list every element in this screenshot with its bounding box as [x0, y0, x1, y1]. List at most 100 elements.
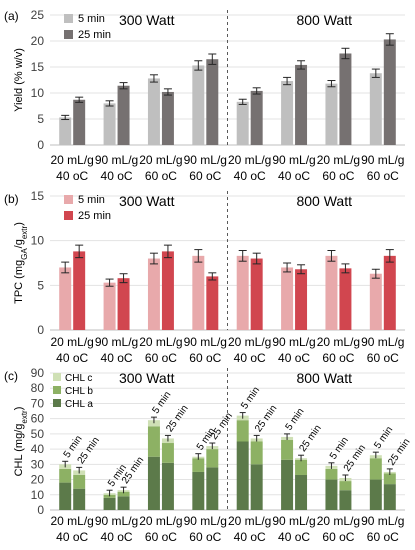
bar	[250, 258, 263, 330]
y-tick-label: 0	[37, 138, 44, 152]
x-tick-label: 60 oC	[367, 530, 399, 544]
bar	[117, 278, 130, 330]
y-axis-label-part: Yield (% w/v)	[13, 48, 25, 112]
bar	[369, 73, 382, 145]
x-tick-label: 40 oC	[56, 530, 88, 544]
stacked-segment	[250, 464, 263, 510]
x-tick-label: 40 oC	[101, 169, 133, 183]
x-tick-label: 20 mL/g	[228, 153, 271, 167]
stacked-segment	[369, 479, 382, 510]
y-axis-label-part: GA	[20, 248, 29, 260]
stacked-segment	[295, 459, 308, 475]
y-axis-label-part: extr	[20, 225, 29, 239]
legend-label: 25 min	[78, 210, 111, 222]
y-tick-label: 0	[37, 323, 44, 337]
y-axis-label-part: TPC (mg	[13, 260, 25, 304]
bar	[161, 251, 174, 330]
y-tick-label: 0	[37, 503, 44, 517]
legend-label: 5 min	[78, 13, 105, 25]
y-tick-label: 15	[31, 189, 45, 203]
y-tick-label: 25	[31, 8, 45, 22]
y-tick-label: 10	[31, 488, 45, 502]
stacked-segment	[161, 443, 174, 463]
stacked-segment	[103, 497, 116, 510]
y-axis-label: Yield (% w/v)	[13, 48, 25, 112]
legend-swatch	[53, 373, 61, 381]
bar	[325, 255, 338, 330]
y-axis-label: CHL (mg/gextr)	[13, 407, 29, 477]
legend-swatch	[64, 14, 73, 23]
bar	[295, 64, 308, 145]
x-tick-label: 20 mL/g	[228, 514, 271, 528]
y-axis-label-part: /g	[13, 239, 25, 248]
y-tick-label: 15	[31, 60, 45, 74]
x-tick-label: 90 mL/g	[184, 335, 227, 349]
stacked-segment	[325, 479, 338, 510]
x-tick-label: 60 oC	[367, 169, 399, 183]
bar-time-label: 25 min	[209, 411, 235, 442]
y-tick-label: 5	[37, 278, 44, 292]
stacked-segment	[383, 473, 396, 485]
x-tick-label: 40 oC	[56, 169, 88, 183]
legend-label: CHL a	[65, 399, 93, 410]
bar	[250, 90, 263, 145]
legend-swatch	[64, 30, 73, 39]
stacked-segment	[339, 490, 352, 510]
stacked-segment	[117, 491, 130, 497]
y-axis-label-part: )	[13, 222, 25, 226]
x-tick-label: 40 oC	[56, 351, 88, 365]
x-tick-label: 90 mL/g	[184, 514, 227, 528]
x-tick-label: 40 oC	[101, 530, 133, 544]
x-tick-label: 60 oC	[145, 351, 177, 365]
y-tick-label: 20	[31, 473, 45, 487]
bar	[192, 65, 205, 145]
bar	[103, 282, 116, 330]
y-tick-label: 20	[31, 34, 45, 48]
legend-label: CHL b	[65, 386, 93, 397]
y-tick-label: 5	[37, 112, 44, 126]
x-tick-label: 60 oC	[189, 169, 221, 183]
stacked-segment	[236, 441, 249, 510]
stacked-segment	[369, 458, 382, 480]
x-tick-label: 20 mL/g	[139, 335, 182, 349]
bar	[73, 99, 86, 145]
stacked-segment	[73, 488, 86, 510]
bar-time-label: 5 min	[372, 425, 395, 451]
group-label: 300 Watt	[119, 370, 175, 386]
y-tick-label: 70	[31, 396, 45, 410]
stacked-segment	[147, 456, 160, 510]
bar	[147, 258, 160, 330]
x-tick-label: 90 mL/g	[95, 514, 138, 528]
x-tick-label: 20 mL/g	[139, 514, 182, 528]
bar-time-label: 5 min	[239, 385, 262, 411]
x-tick-label: 90 mL/g	[272, 335, 315, 349]
bar	[59, 267, 72, 330]
x-tick-label: 60 oC	[367, 351, 399, 365]
stacked-segment	[281, 459, 294, 510]
stacked-segment	[192, 458, 205, 472]
stacked-segment	[325, 468, 338, 480]
x-tick-label: 40 oC	[278, 169, 310, 183]
group-label: 800 Watt	[296, 193, 352, 209]
panel-1: 0 5 10 15 (b) 300 Watt 800 Watt 20 mL/g 40 oC 90 …	[4, 189, 405, 365]
y-axis-label: TPC (mgGA/gextr)	[13, 222, 29, 304]
bar	[339, 53, 352, 146]
stacked-segment	[147, 426, 160, 457]
stacked-segment	[236, 420, 249, 442]
x-tick-label: 20 mL/g	[51, 335, 94, 349]
bar	[206, 276, 219, 330]
group-label: 800 Watt	[296, 370, 352, 386]
x-tick-label: 90 mL/g	[272, 153, 315, 167]
bar	[281, 81, 294, 145]
x-tick-label: 90 mL/g	[361, 514, 404, 528]
x-tick-label: 60 oC	[189, 351, 221, 365]
x-tick-label: 40 oC	[234, 530, 266, 544]
bar	[236, 101, 249, 145]
bar	[117, 85, 130, 145]
bar	[59, 117, 72, 145]
group-label: 300 Watt	[119, 193, 175, 209]
bar	[339, 268, 352, 330]
legend-swatch	[64, 195, 73, 204]
